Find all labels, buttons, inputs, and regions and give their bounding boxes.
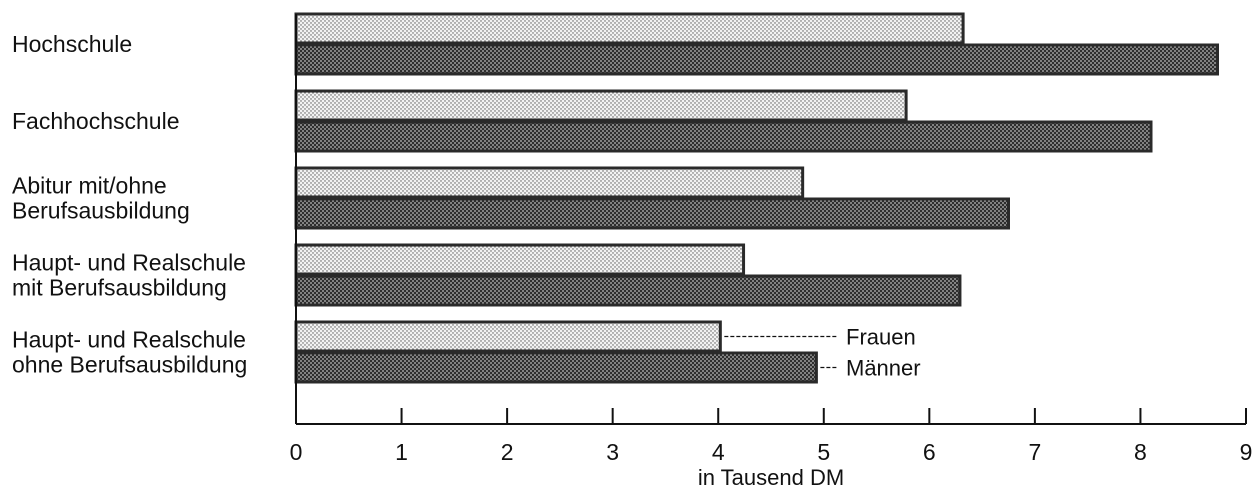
x-axis-title: in Tausend DM bbox=[698, 465, 844, 490]
legend-label-maenner: Männer bbox=[846, 356, 921, 381]
bar-frauen-0 bbox=[294, 12, 965, 45]
tick-label-3: 3 bbox=[606, 439, 619, 465]
tick-label-9: 9 bbox=[1240, 439, 1252, 465]
category-label-2-0: Abitur mit/ohne bbox=[12, 173, 167, 199]
legend-label-frauen: Frauen bbox=[846, 325, 916, 350]
tick-label-8: 8 bbox=[1134, 439, 1147, 465]
bar-frauen-3 bbox=[294, 243, 746, 276]
tick-label-0: 0 bbox=[290, 439, 303, 465]
tick-label-5: 5 bbox=[817, 439, 830, 465]
x-axis bbox=[295, 14, 1246, 425]
bar-maenner-0 bbox=[294, 43, 1219, 76]
x-ticks: 0 1 2 3 4 5 6 7 8 9 bbox=[290, 408, 1252, 465]
category-labels: Hochschule Fachhochschule Abitur mit/ohneB… bbox=[12, 31, 247, 378]
bar-frauen-2 bbox=[294, 166, 805, 199]
bar-frauen-4 bbox=[294, 320, 722, 353]
bar-maenner-4 bbox=[294, 351, 818, 384]
tick-label-2: 2 bbox=[501, 439, 514, 465]
bar-maenner-3 bbox=[294, 274, 962, 307]
tick-label-4: 4 bbox=[712, 439, 725, 465]
category-label-0-0: Hochschule bbox=[12, 31, 132, 57]
category-label-4-0: Haupt- und Realschule bbox=[12, 327, 246, 353]
category-label-3-1: mit Berufsausbildung bbox=[12, 275, 227, 301]
category-label-2-1: Berufsausbildung bbox=[12, 198, 190, 224]
category-label-1-0: Fachhochschule bbox=[12, 108, 180, 134]
bar-maenner-2 bbox=[294, 197, 1010, 230]
category-label-3-0: Haupt- und Realschule bbox=[12, 250, 246, 276]
tick-label-6: 6 bbox=[923, 439, 936, 465]
bar-frauen-1 bbox=[294, 89, 908, 122]
category-label-4-1: ohne Berufsausbildung bbox=[12, 352, 247, 378]
legend: Frauen Männer bbox=[724, 325, 921, 381]
bars bbox=[294, 12, 1219, 384]
bar-maenner-1 bbox=[294, 120, 1153, 153]
tick-label-1: 1 bbox=[395, 439, 408, 465]
tick-label-7: 7 bbox=[1028, 439, 1041, 465]
